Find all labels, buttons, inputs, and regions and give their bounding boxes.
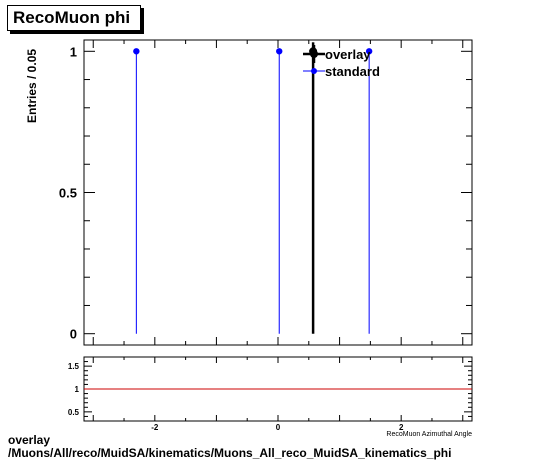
standard-point: [133, 48, 140, 55]
y-tick-label: 1: [70, 44, 77, 59]
main-frame: [83, 39, 473, 346]
x-axis-label: RecoMuon Azimuthal Angle: [386, 431, 472, 438]
standard-point: [365, 48, 373, 55]
caption-line2: /Muons/All/reco/MuidSA/kinematics/Muons_…: [8, 446, 452, 460]
main-plot: 0 0.5 1 Entries / 0.05 overlay standard: [25, 39, 473, 346]
y-tick-label: 0: [70, 327, 77, 342]
ratio-y-tick-label: 0.5: [68, 408, 80, 417]
legend-label: standard: [325, 64, 380, 79]
legend-marker: [311, 68, 317, 74]
caption-line1: overlay: [8, 433, 51, 447]
y-tick-label: 0.5: [59, 186, 77, 201]
y-axis-label: Entries / 0.05: [25, 49, 39, 123]
ratio-x-tick-label: 0: [276, 423, 281, 432]
legend-marker: [310, 50, 318, 58]
legend-label: overlay: [325, 47, 371, 62]
ratio-x-tick-label: -2: [151, 423, 159, 432]
ratio-x-tick-label: 2: [399, 423, 404, 432]
plot-title: RecoMuon phi: [7, 5, 141, 31]
standard-point: [276, 48, 283, 55]
ratio-y-tick-label: 1.5: [68, 362, 80, 371]
ratio-y-tick-label: 1: [75, 385, 80, 394]
